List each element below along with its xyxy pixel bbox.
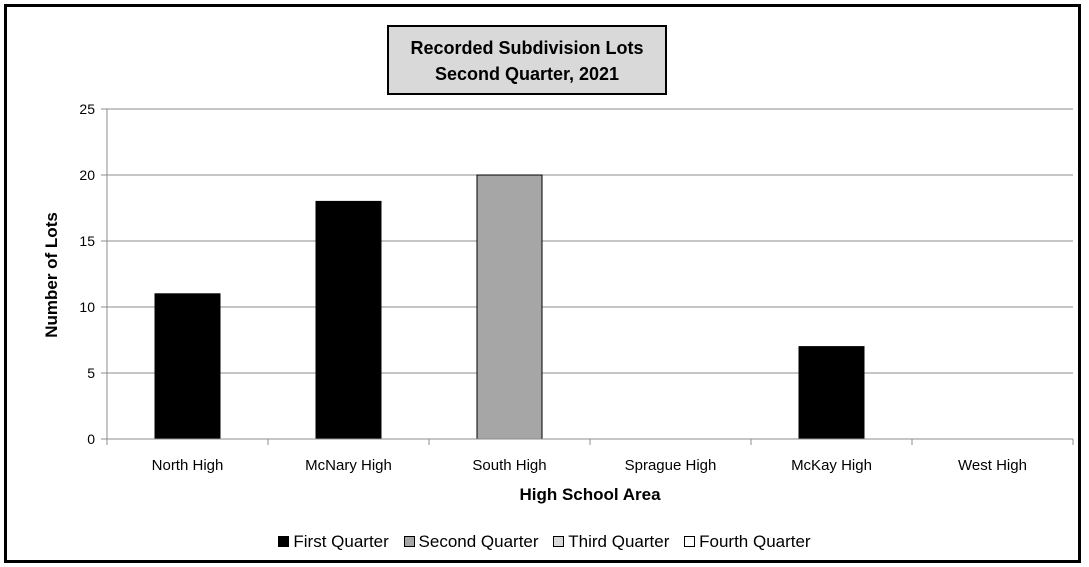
x-tick-label: Sprague High: [625, 457, 717, 474]
legend-swatch: [278, 536, 290, 547]
legend-item-second-quarter: Second Quarter: [403, 532, 539, 552]
x-tick-label: South High: [472, 457, 546, 474]
y-tick-label: 5: [87, 365, 95, 381]
chart-title-box: Recorded Subdivision Lots Second Quarter…: [387, 25, 667, 95]
legend-label: Third Quarter: [568, 532, 670, 551]
legend-label: First Quarter: [293, 532, 389, 551]
legend-label: Fourth Quarter: [699, 532, 811, 551]
x-tick-label: West High: [958, 457, 1027, 474]
legend-item-first-quarter: First Quarter: [278, 532, 389, 552]
chart-subtitle: Second Quarter, 2021: [434, 64, 620, 84]
y-tick-label: 25: [79, 101, 95, 117]
bar: [476, 174, 543, 440]
legend-swatch: [684, 536, 696, 547]
legend-item-third-quarter: Third Quarter: [553, 532, 669, 552]
legend-swatch: [403, 536, 415, 547]
legend-label: Second Quarter: [418, 532, 539, 551]
x-tick-label: McKay High: [791, 457, 872, 474]
y-tick-label: 0: [87, 431, 95, 447]
y-tick-label: 20: [79, 167, 95, 183]
y-tick-label: 10: [79, 299, 95, 315]
chart-legend: First Quarter Second Quarter Third Quart…: [0, 532, 1089, 552]
bar: [798, 346, 865, 440]
y-axis-label: Number of Lots: [42, 212, 61, 338]
y-tick-label: 15: [79, 233, 95, 249]
x-axis-label: High School Area: [519, 485, 661, 504]
legend-swatch: [553, 536, 565, 547]
bar: [154, 293, 221, 440]
x-tick-label: North High: [152, 457, 224, 474]
legend-item-fourth-quarter: Fourth Quarter: [684, 532, 811, 552]
chart-title: Recorded Subdivision Lots: [410, 38, 644, 58]
x-tick-label: McNary High: [305, 457, 392, 474]
bar: [315, 200, 382, 440]
